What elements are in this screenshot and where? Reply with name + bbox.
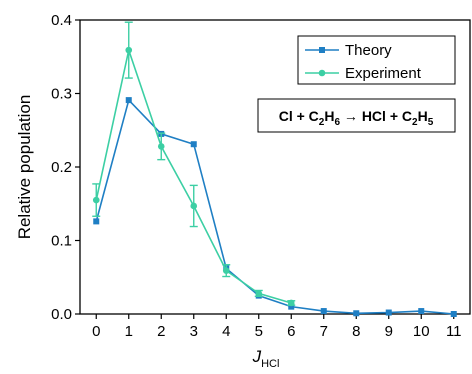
x-tick-label: 4 bbox=[222, 323, 230, 340]
data-point bbox=[418, 308, 425, 315]
x-tick-label: 6 bbox=[287, 323, 295, 340]
reaction-subscript: 2 bbox=[319, 117, 325, 128]
data-point bbox=[125, 46, 133, 54]
legend-marker bbox=[318, 69, 326, 77]
data-point bbox=[190, 141, 197, 148]
x-tick-label: 9 bbox=[385, 323, 393, 340]
data-point bbox=[288, 303, 295, 310]
legend-marker bbox=[319, 47, 325, 53]
data-point bbox=[190, 202, 198, 210]
x-tick-label: 0 bbox=[92, 323, 100, 340]
reaction-segment: H bbox=[418, 108, 428, 124]
reaction-box bbox=[257, 98, 456, 133]
data-point bbox=[93, 218, 100, 225]
data-point bbox=[92, 196, 100, 204]
y-axis-label: Relative population bbox=[15, 95, 34, 240]
series-line bbox=[95, 47, 292, 304]
data-point bbox=[287, 299, 295, 307]
data-point bbox=[222, 267, 230, 274]
x-tick-label: 8 bbox=[352, 323, 360, 340]
x-axis-label: JHCl bbox=[252, 347, 280, 370]
data-point bbox=[385, 309, 392, 316]
reaction-text: Cl + C2H6 → HCl + C2H5 bbox=[279, 108, 434, 128]
data-point bbox=[450, 311, 457, 317]
x-axis-label-sub: HCl bbox=[261, 358, 279, 370]
y-tick-label: 0.1 bbox=[51, 233, 72, 250]
x-tick-label: 7 bbox=[320, 323, 328, 340]
data-point bbox=[255, 290, 263, 297]
reaction-segment: → HCl + C bbox=[340, 108, 412, 124]
data-point bbox=[320, 308, 327, 315]
x-tick-label: 1 bbox=[125, 323, 133, 340]
legend-item-experiment: Experiment bbox=[305, 65, 422, 82]
x-tick-label: 11 bbox=[446, 323, 462, 340]
legend: Theory Experiment bbox=[297, 35, 456, 85]
legend-label: Experiment bbox=[345, 65, 422, 82]
reaction-segment: Cl + C bbox=[279, 108, 319, 124]
x-tick-label: 3 bbox=[190, 323, 198, 340]
y-tick-label: 0.3 bbox=[51, 86, 72, 103]
y-tick-label: 0.0 bbox=[51, 306, 72, 323]
y-axis-ticks: 0.0 0.1 0.2 0.3 0.4 bbox=[51, 12, 80, 323]
series-experiment bbox=[92, 21, 296, 307]
y-tick-label: 0.2 bbox=[51, 159, 72, 176]
legend-box bbox=[297, 35, 456, 85]
x-tick-label: 10 bbox=[413, 323, 430, 340]
x-tick-label: 5 bbox=[255, 323, 263, 340]
reaction-subscript: 5 bbox=[428, 117, 434, 128]
reaction-annotation: Cl + C2H6 → HCl + C2H5 bbox=[257, 98, 456, 133]
legend-item-theory: Theory bbox=[305, 42, 392, 59]
data-point bbox=[125, 97, 132, 104]
reaction-subscript: 6 bbox=[334, 117, 340, 128]
series-layer bbox=[92, 21, 457, 317]
data-point bbox=[353, 310, 360, 317]
x-axis-ticks: 0 1 2 3 4 5 6 7 8 9 10 11 bbox=[92, 314, 462, 340]
legend-label: Theory bbox=[345, 42, 392, 59]
reaction-subscript: 2 bbox=[412, 117, 418, 128]
x-tick-label: 2 bbox=[157, 323, 165, 340]
legend-items: Theory Experiment bbox=[305, 42, 422, 82]
data-point bbox=[157, 143, 165, 150]
reaction-segment: H bbox=[324, 108, 334, 124]
x-axis-label-main: J bbox=[252, 347, 262, 366]
y-tick-label: 0.4 bbox=[51, 12, 72, 29]
